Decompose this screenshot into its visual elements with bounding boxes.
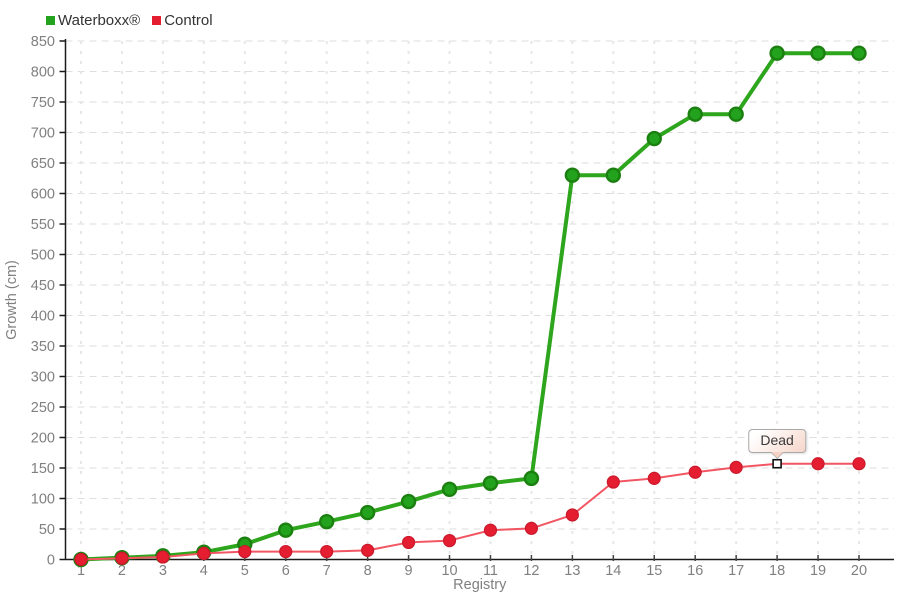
x-tick-label: 3 <box>159 563 167 579</box>
y-tick-label: 150 <box>31 461 55 477</box>
waterboxx-point[interactable] <box>318 513 335 530</box>
x-tick-label: 20 <box>851 563 867 579</box>
x-tick-label: 16 <box>687 563 703 579</box>
control-point[interactable] <box>606 475 620 489</box>
control-legend-swatch-icon <box>152 16 162 25</box>
waterboxx-point[interactable] <box>359 504 376 521</box>
control-point[interactable] <box>688 465 702 479</box>
control-point[interactable] <box>442 533 457 548</box>
x-tick-label: 10 <box>441 563 457 579</box>
control-point[interactable] <box>811 457 825 471</box>
control-line[interactable] <box>80 462 860 561</box>
waterboxx-point[interactable] <box>851 45 867 61</box>
control-point[interactable] <box>361 543 375 557</box>
waterboxx-point[interactable] <box>564 167 581 183</box>
control-point[interactable] <box>115 551 129 565</box>
x-tick-label: 5 <box>241 563 249 579</box>
waterboxx-legend-swatch-icon <box>46 16 55 25</box>
control-point[interactable] <box>483 523 498 537</box>
waterboxx-point[interactable] <box>810 45 826 61</box>
waterboxx-point[interactable] <box>523 470 540 487</box>
waterboxx-point[interactable] <box>646 130 662 147</box>
y-tick-label: 50 <box>39 522 55 538</box>
x-tick-label: 9 <box>405 563 413 579</box>
control-point[interactable] <box>320 544 334 559</box>
waterboxx-line[interactable] <box>79 51 861 562</box>
x-tick-label: 11 <box>483 563 498 579</box>
waterboxx-point[interactable] <box>605 167 622 183</box>
dead-annotation: Dead <box>748 428 806 459</box>
x-tick-label: 14 <box>605 563 621 579</box>
waterboxx-point[interactable] <box>728 106 744 122</box>
waterboxx-point[interactable] <box>441 481 458 498</box>
legend-label: Waterboxx® <box>58 12 141 29</box>
x-tick-label: 12 <box>523 563 539 579</box>
waterboxx-point[interactable] <box>482 475 499 491</box>
legend-item-waterboxx[interactable]: Waterboxx® <box>46 12 140 29</box>
control-point[interactable] <box>401 535 416 550</box>
control-point[interactable] <box>647 471 661 485</box>
y-tick-label: 500 <box>31 248 55 264</box>
x-axis-title: Registry <box>453 577 507 593</box>
x-tick-label: 7 <box>323 563 331 579</box>
y-axis-title: Growth (cm) <box>4 260 20 340</box>
waterboxx-point[interactable] <box>687 106 703 122</box>
x-tick-label: 13 <box>564 563 580 579</box>
y-tick-label: 550 <box>31 217 55 233</box>
x-tick-label: 2 <box>118 563 126 579</box>
control-point[interactable] <box>524 521 539 535</box>
y-tick-label: 850 <box>31 34 55 50</box>
y-tick-label: 600 <box>31 187 55 203</box>
dead-point-marker[interactable] <box>772 458 782 469</box>
dead-annotation-label: Dead <box>760 431 794 448</box>
chart-legend: Waterboxx® Control <box>46 12 213 29</box>
control-point[interactable] <box>238 544 252 559</box>
y-tick-label: 800 <box>31 65 55 81</box>
y-tick-label: 400 <box>31 309 55 325</box>
control-point[interactable] <box>156 550 170 564</box>
control-point[interactable] <box>565 508 579 522</box>
x-tick-label: 8 <box>364 563 372 579</box>
legend-label: Control <box>164 12 213 29</box>
y-tick-label: 700 <box>31 126 55 142</box>
control-point[interactable] <box>279 544 293 559</box>
y-tick-label: 650 <box>31 156 55 172</box>
y-tick-label: 100 <box>31 492 55 508</box>
control-point[interactable] <box>197 546 211 561</box>
waterboxx-point[interactable] <box>769 45 785 61</box>
x-tick-label: 1 <box>77 563 85 579</box>
control-point[interactable] <box>74 552 88 567</box>
x-tick-label: 15 <box>646 563 662 579</box>
y-tick-label: 250 <box>31 400 55 416</box>
y-tick-label: 0 <box>47 553 55 569</box>
y-tick-label: 350 <box>31 339 55 355</box>
x-tick-label: 4 <box>200 563 208 579</box>
y-tick-label: 450 <box>31 278 55 294</box>
x-tick-label: 17 <box>728 563 744 579</box>
y-tick-label: 750 <box>31 95 55 111</box>
x-tick-label: 6 <box>282 563 290 579</box>
x-tick-label: 18 <box>769 563 785 579</box>
waterboxx-point[interactable] <box>400 493 417 510</box>
legend-item-control[interactable]: Control <box>152 12 213 29</box>
control-point[interactable] <box>852 457 866 471</box>
y-tick-label: 300 <box>31 370 55 386</box>
x-tick-label: 19 <box>810 563 826 579</box>
control-point[interactable] <box>729 460 743 474</box>
waterboxx-point[interactable] <box>278 522 294 538</box>
y-tick-label: 200 <box>31 431 55 447</box>
